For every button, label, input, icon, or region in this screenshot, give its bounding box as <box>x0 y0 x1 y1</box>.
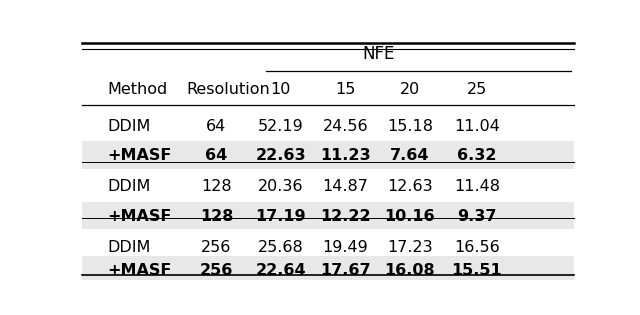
Text: 11.23: 11.23 <box>320 148 371 163</box>
Text: NFE: NFE <box>363 44 395 63</box>
Text: 22.64: 22.64 <box>255 263 306 278</box>
Text: 64: 64 <box>206 119 227 134</box>
Text: 10.16: 10.16 <box>385 209 435 224</box>
Text: 25.68: 25.68 <box>258 240 304 255</box>
Text: Resolution: Resolution <box>187 83 270 97</box>
Text: +MASF: +MASF <box>108 263 172 278</box>
Text: 128: 128 <box>200 209 233 224</box>
Text: Method: Method <box>108 83 168 97</box>
Text: DDIM: DDIM <box>108 119 150 134</box>
Text: 7.64: 7.64 <box>390 148 429 163</box>
Text: 15.18: 15.18 <box>387 119 433 134</box>
Text: +MASF: +MASF <box>108 148 172 163</box>
FancyBboxPatch shape <box>83 256 573 284</box>
FancyBboxPatch shape <box>83 141 573 169</box>
Text: 17.67: 17.67 <box>320 263 371 278</box>
Text: 19.49: 19.49 <box>323 240 368 255</box>
Text: 17.19: 17.19 <box>255 209 306 224</box>
Text: 6.32: 6.32 <box>457 148 497 163</box>
Text: 9.37: 9.37 <box>457 209 497 224</box>
Text: 20: 20 <box>400 83 420 97</box>
Text: 16.56: 16.56 <box>454 240 500 255</box>
Text: 52.19: 52.19 <box>258 119 304 134</box>
Text: 16.08: 16.08 <box>385 263 435 278</box>
Text: 25: 25 <box>467 83 487 97</box>
Text: 12.63: 12.63 <box>387 180 433 194</box>
Text: 256: 256 <box>200 263 233 278</box>
Text: 15.51: 15.51 <box>451 263 502 278</box>
Text: 14.87: 14.87 <box>323 180 368 194</box>
Text: +MASF: +MASF <box>108 209 172 224</box>
Text: 15: 15 <box>335 83 356 97</box>
FancyBboxPatch shape <box>83 202 573 229</box>
Text: 12.22: 12.22 <box>320 209 371 224</box>
Text: 64: 64 <box>205 148 228 163</box>
Text: DDIM: DDIM <box>108 240 150 255</box>
Text: 24.56: 24.56 <box>323 119 368 134</box>
Text: 128: 128 <box>201 180 232 194</box>
Text: 11.48: 11.48 <box>454 180 500 194</box>
Text: 11.04: 11.04 <box>454 119 500 134</box>
Text: 20.36: 20.36 <box>258 180 303 194</box>
Text: 256: 256 <box>201 240 232 255</box>
Text: DDIM: DDIM <box>108 180 150 194</box>
Text: 10: 10 <box>271 83 291 97</box>
Text: 17.23: 17.23 <box>387 240 433 255</box>
Text: 22.63: 22.63 <box>255 148 306 163</box>
